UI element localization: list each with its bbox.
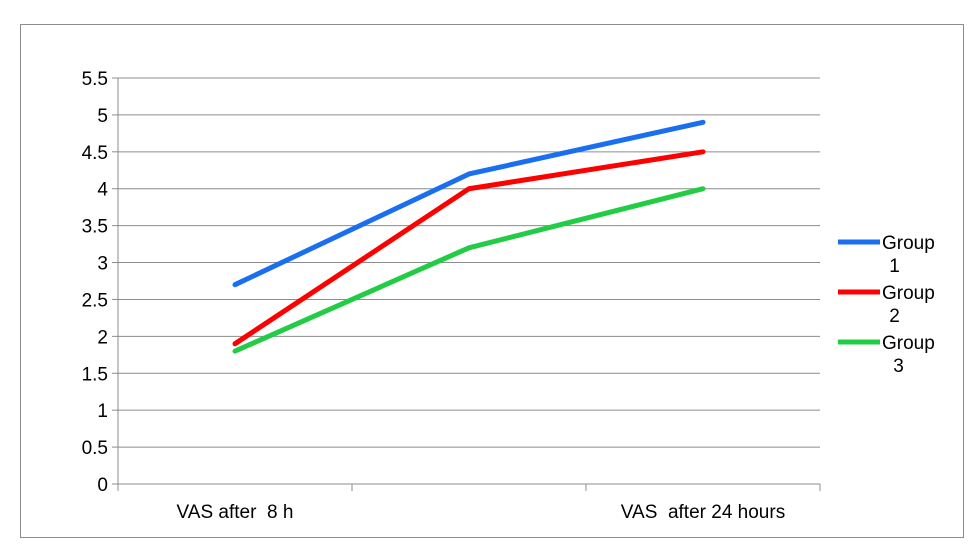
y-tick-label: 0 [97, 475, 108, 496]
legend: Group 1 Group 2 Group 3 [838, 233, 935, 377]
series-line-group-1 [232, 119, 706, 288]
legend-label-group-1: Group 1 [882, 233, 935, 277]
x-tick-label: VAS after 24 hours [621, 502, 785, 523]
y-tick-label: 5 [97, 106, 108, 127]
y-tick-label: 2 [97, 327, 108, 348]
legend-label-group-2: Group 2 [882, 283, 935, 327]
axes [112, 77, 821, 491]
y-tick-label: 5.5 [82, 69, 108, 90]
y-tick-label: 1.5 [82, 364, 108, 385]
x-tick-label: VAS after 8 h [177, 502, 294, 523]
chart-frame [20, 24, 964, 538]
legend-label-group-3: Group 3 [882, 333, 935, 377]
y-axis-ticks: 0 0.5 1 1.5 2 2.5 3 3.5 4 4.5 5 5.5 [82, 69, 109, 496]
series-line-group-2 [232, 149, 706, 347]
y-tick-label: 4.5 [82, 143, 108, 164]
series-lines [232, 119, 706, 354]
y-tick-label: 0.5 [82, 438, 108, 459]
y-tick-label: 2.5 [82, 290, 108, 311]
y-tick-label: 1 [97, 401, 108, 422]
y-tick-label: 3 [97, 254, 108, 275]
series-line-group-3 [232, 186, 706, 354]
y-tick-label: 3.5 [82, 217, 108, 238]
gridlines [118, 77, 820, 448]
y-tick-label: 4 [97, 180, 108, 201]
x-axis-labels: VAS after 8 h VAS after 24 hours [177, 502, 786, 523]
